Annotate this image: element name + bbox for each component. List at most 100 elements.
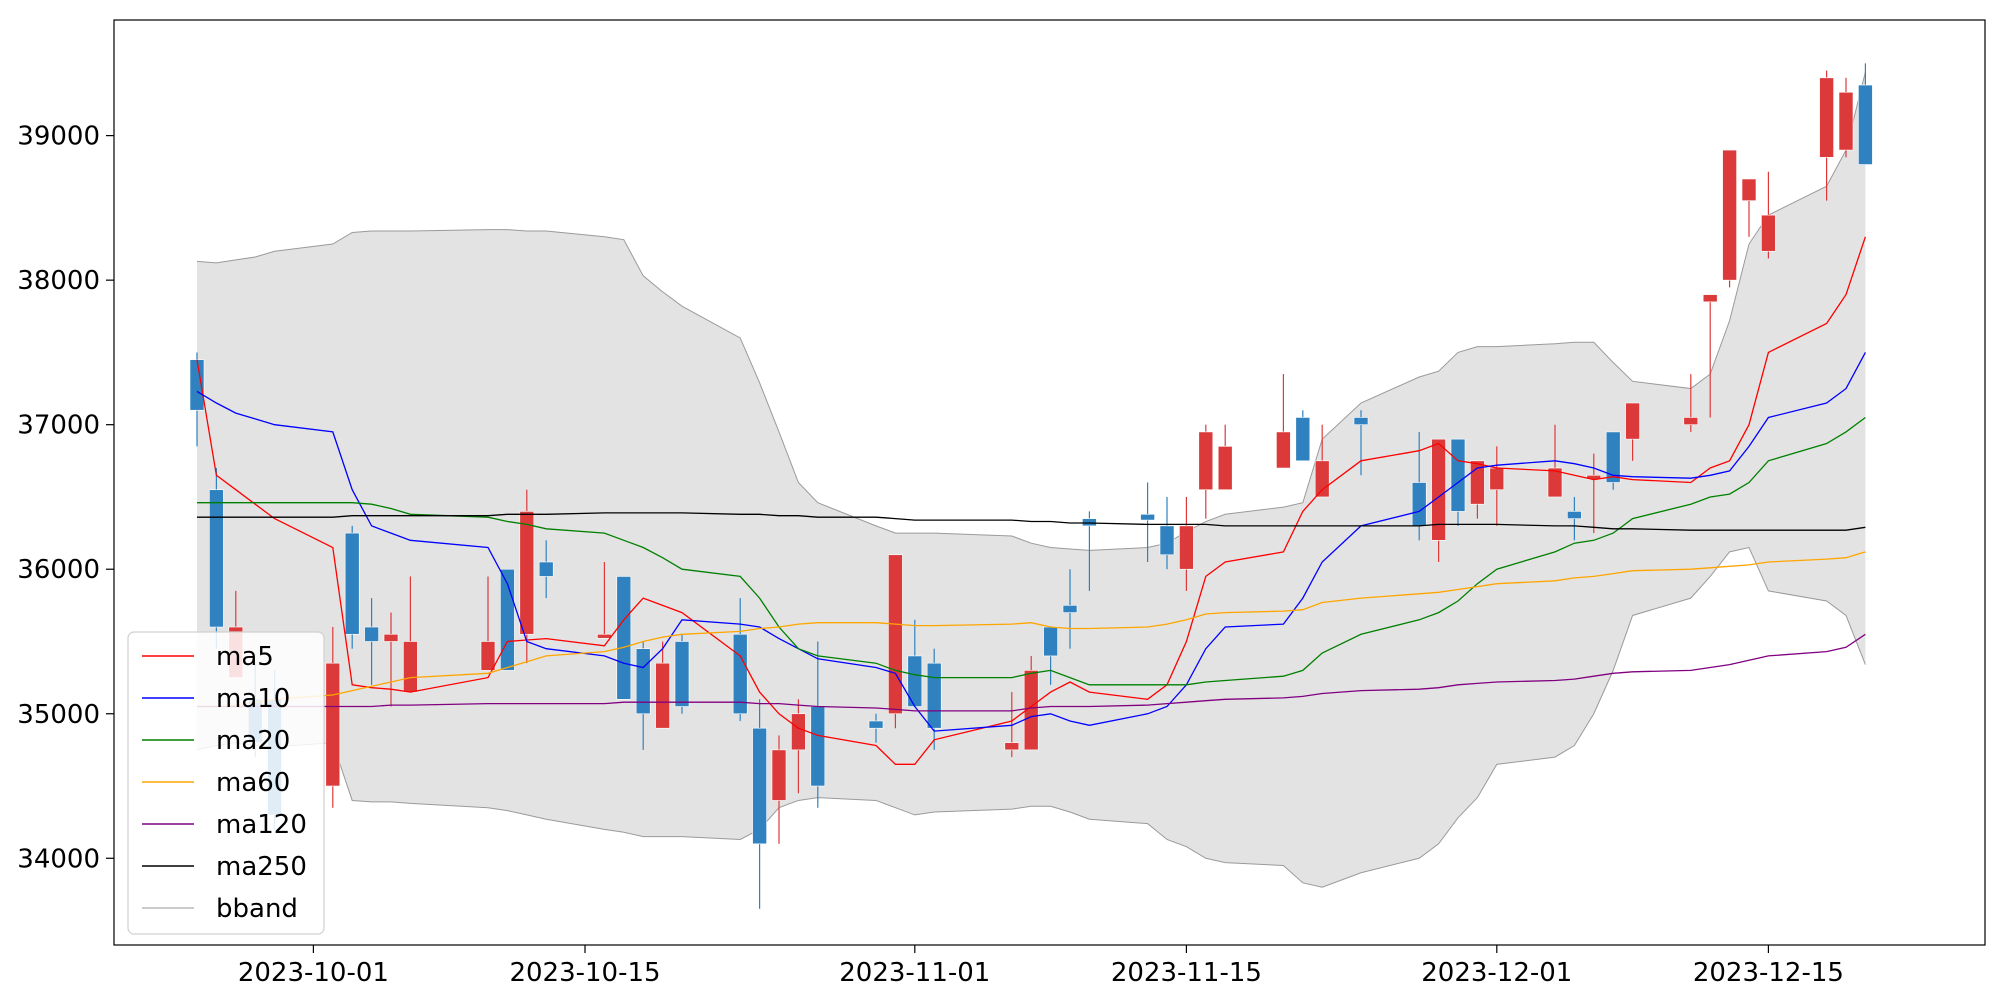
y-tick-label: 36000	[17, 555, 100, 585]
candle	[364, 598, 379, 685]
candle-body	[480, 641, 496, 671]
candle-body	[519, 511, 535, 635]
candle-body	[325, 662, 341, 787]
candle-body	[1411, 482, 1427, 527]
x-axis: 2023-10-01 2023-10-15 2023-11-01 2023-11-15…	[238, 945, 1844, 988]
candle-body	[1023, 670, 1039, 751]
candle	[1411, 431, 1427, 541]
candle	[1741, 178, 1757, 237]
candle	[1722, 149, 1737, 288]
candle-body	[1683, 417, 1699, 425]
candle-body	[771, 749, 787, 801]
candle-body	[1625, 402, 1640, 440]
candle-body	[1741, 178, 1757, 201]
ma250-legend-label: ma250	[216, 852, 307, 882]
candle	[1179, 496, 1194, 591]
candle-body	[1819, 77, 1834, 158]
candle	[480, 576, 496, 671]
x-tick-label: 2023-10-15	[509, 958, 660, 988]
candle	[189, 352, 205, 447]
candle-body	[1489, 467, 1505, 491]
candle-body	[1179, 525, 1194, 570]
candle-body	[1062, 605, 1078, 613]
candle	[1314, 424, 1330, 498]
candle-body	[1547, 467, 1563, 498]
candle	[1605, 431, 1621, 490]
x-tick-label: 2023-11-15	[1111, 958, 1262, 988]
candle	[1043, 626, 1058, 685]
candle-body	[674, 641, 690, 707]
candle	[655, 641, 670, 729]
candle-body	[1450, 438, 1466, 512]
candle-body	[1276, 431, 1291, 469]
ma5-line	[196, 236, 1867, 765]
candle-body	[1431, 438, 1446, 541]
candle-body	[344, 532, 360, 635]
candle	[209, 468, 224, 649]
bband-layer	[196, 71, 1866, 888]
candle-body	[752, 727, 767, 845]
candle-body	[1761, 214, 1776, 252]
ma120-legend-label: ma120	[216, 810, 307, 840]
candle	[791, 699, 806, 794]
x-tick-label: 2023-10-01	[238, 958, 389, 988]
candle	[1761, 171, 1776, 259]
candle-body	[209, 489, 224, 628]
candle-body	[1858, 84, 1873, 165]
candle	[383, 612, 399, 707]
candle-body	[1838, 91, 1854, 151]
candle	[519, 489, 535, 664]
moving-average-layer	[196, 236, 1867, 765]
candle	[1470, 460, 1485, 519]
candle	[810, 641, 826, 808]
bband-lower-line	[196, 546, 1866, 888]
ma120-line	[197, 633, 1866, 712]
candle	[1062, 569, 1078, 649]
x-tick-label: 2023-12-15	[1693, 958, 1844, 988]
candle	[771, 735, 787, 844]
candle	[1838, 77, 1854, 158]
candle-body	[1004, 742, 1020, 751]
candle	[1217, 424, 1233, 491]
x-tick-label: 2023-12-01	[1421, 958, 1572, 988]
ma60-line	[197, 551, 1866, 708]
candle-body	[1605, 431, 1621, 483]
candle	[888, 554, 903, 729]
y-axis: 34000 35000 36000 37000 38000 39000	[17, 122, 114, 874]
candle-body	[616, 576, 632, 700]
x-tick-label: 2023-11-01	[839, 958, 990, 988]
candle-body	[888, 554, 903, 715]
candle	[616, 576, 632, 700]
candle	[1683, 374, 1699, 432]
bband-legend-label: bband	[216, 894, 298, 924]
candle-body	[1353, 417, 1369, 425]
candle	[344, 525, 360, 649]
ma20-line	[197, 416, 1866, 686]
candle	[1159, 496, 1175, 570]
candle	[752, 699, 767, 909]
candle	[1082, 511, 1097, 591]
ma10-line	[196, 352, 1866, 732]
candle-body	[1295, 417, 1311, 462]
candle-body	[732, 633, 748, 715]
candle-body	[1217, 446, 1233, 491]
ma250-line	[197, 512, 1866, 531]
candle-body	[1043, 626, 1058, 657]
candle	[926, 648, 942, 750]
bband-upper-line	[196, 71, 1866, 551]
candle	[1625, 402, 1640, 461]
candle	[1140, 482, 1155, 562]
candle-body	[1722, 149, 1737, 281]
legend-box	[127, 631, 325, 935]
candle	[732, 598, 748, 721]
candle-body	[383, 633, 399, 642]
ma5-legend-label: ma5	[216, 642, 274, 672]
candle	[1295, 410, 1311, 462]
candle	[1858, 63, 1873, 165]
y-tick-label: 35000	[17, 700, 100, 730]
candle-body	[868, 720, 884, 729]
y-tick-label: 38000	[17, 266, 100, 296]
candle-body	[1198, 431, 1214, 491]
candle-body	[791, 713, 806, 751]
